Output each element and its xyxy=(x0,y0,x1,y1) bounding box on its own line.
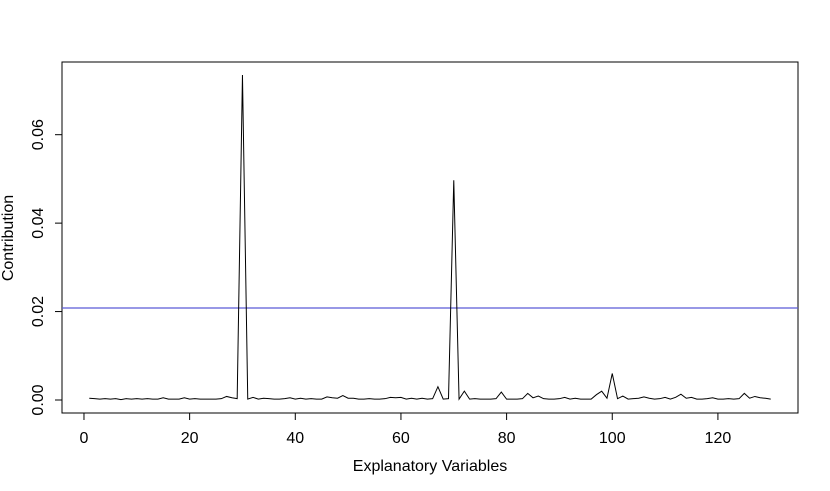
x-tick-label: 100 xyxy=(599,430,626,447)
x-tick-label: 40 xyxy=(286,430,304,447)
x-tick-label: 120 xyxy=(705,430,732,447)
data-line xyxy=(89,74,771,401)
x-axis-label: Explanatory Variables xyxy=(353,458,507,475)
y-tick-label: 0.04 xyxy=(30,207,47,238)
x-tick-label: 60 xyxy=(392,430,410,447)
y-tick-label: 0.00 xyxy=(30,384,47,415)
y-tick-label: 0.06 xyxy=(30,119,47,150)
y-axis-label: Contribution xyxy=(0,195,17,281)
x-tick-label: 80 xyxy=(498,430,516,447)
x-tick-label: 20 xyxy=(181,430,199,447)
y-tick-label: 0.02 xyxy=(30,296,47,327)
x-tick-label: 0 xyxy=(80,430,89,447)
plot-frame xyxy=(61,61,799,414)
